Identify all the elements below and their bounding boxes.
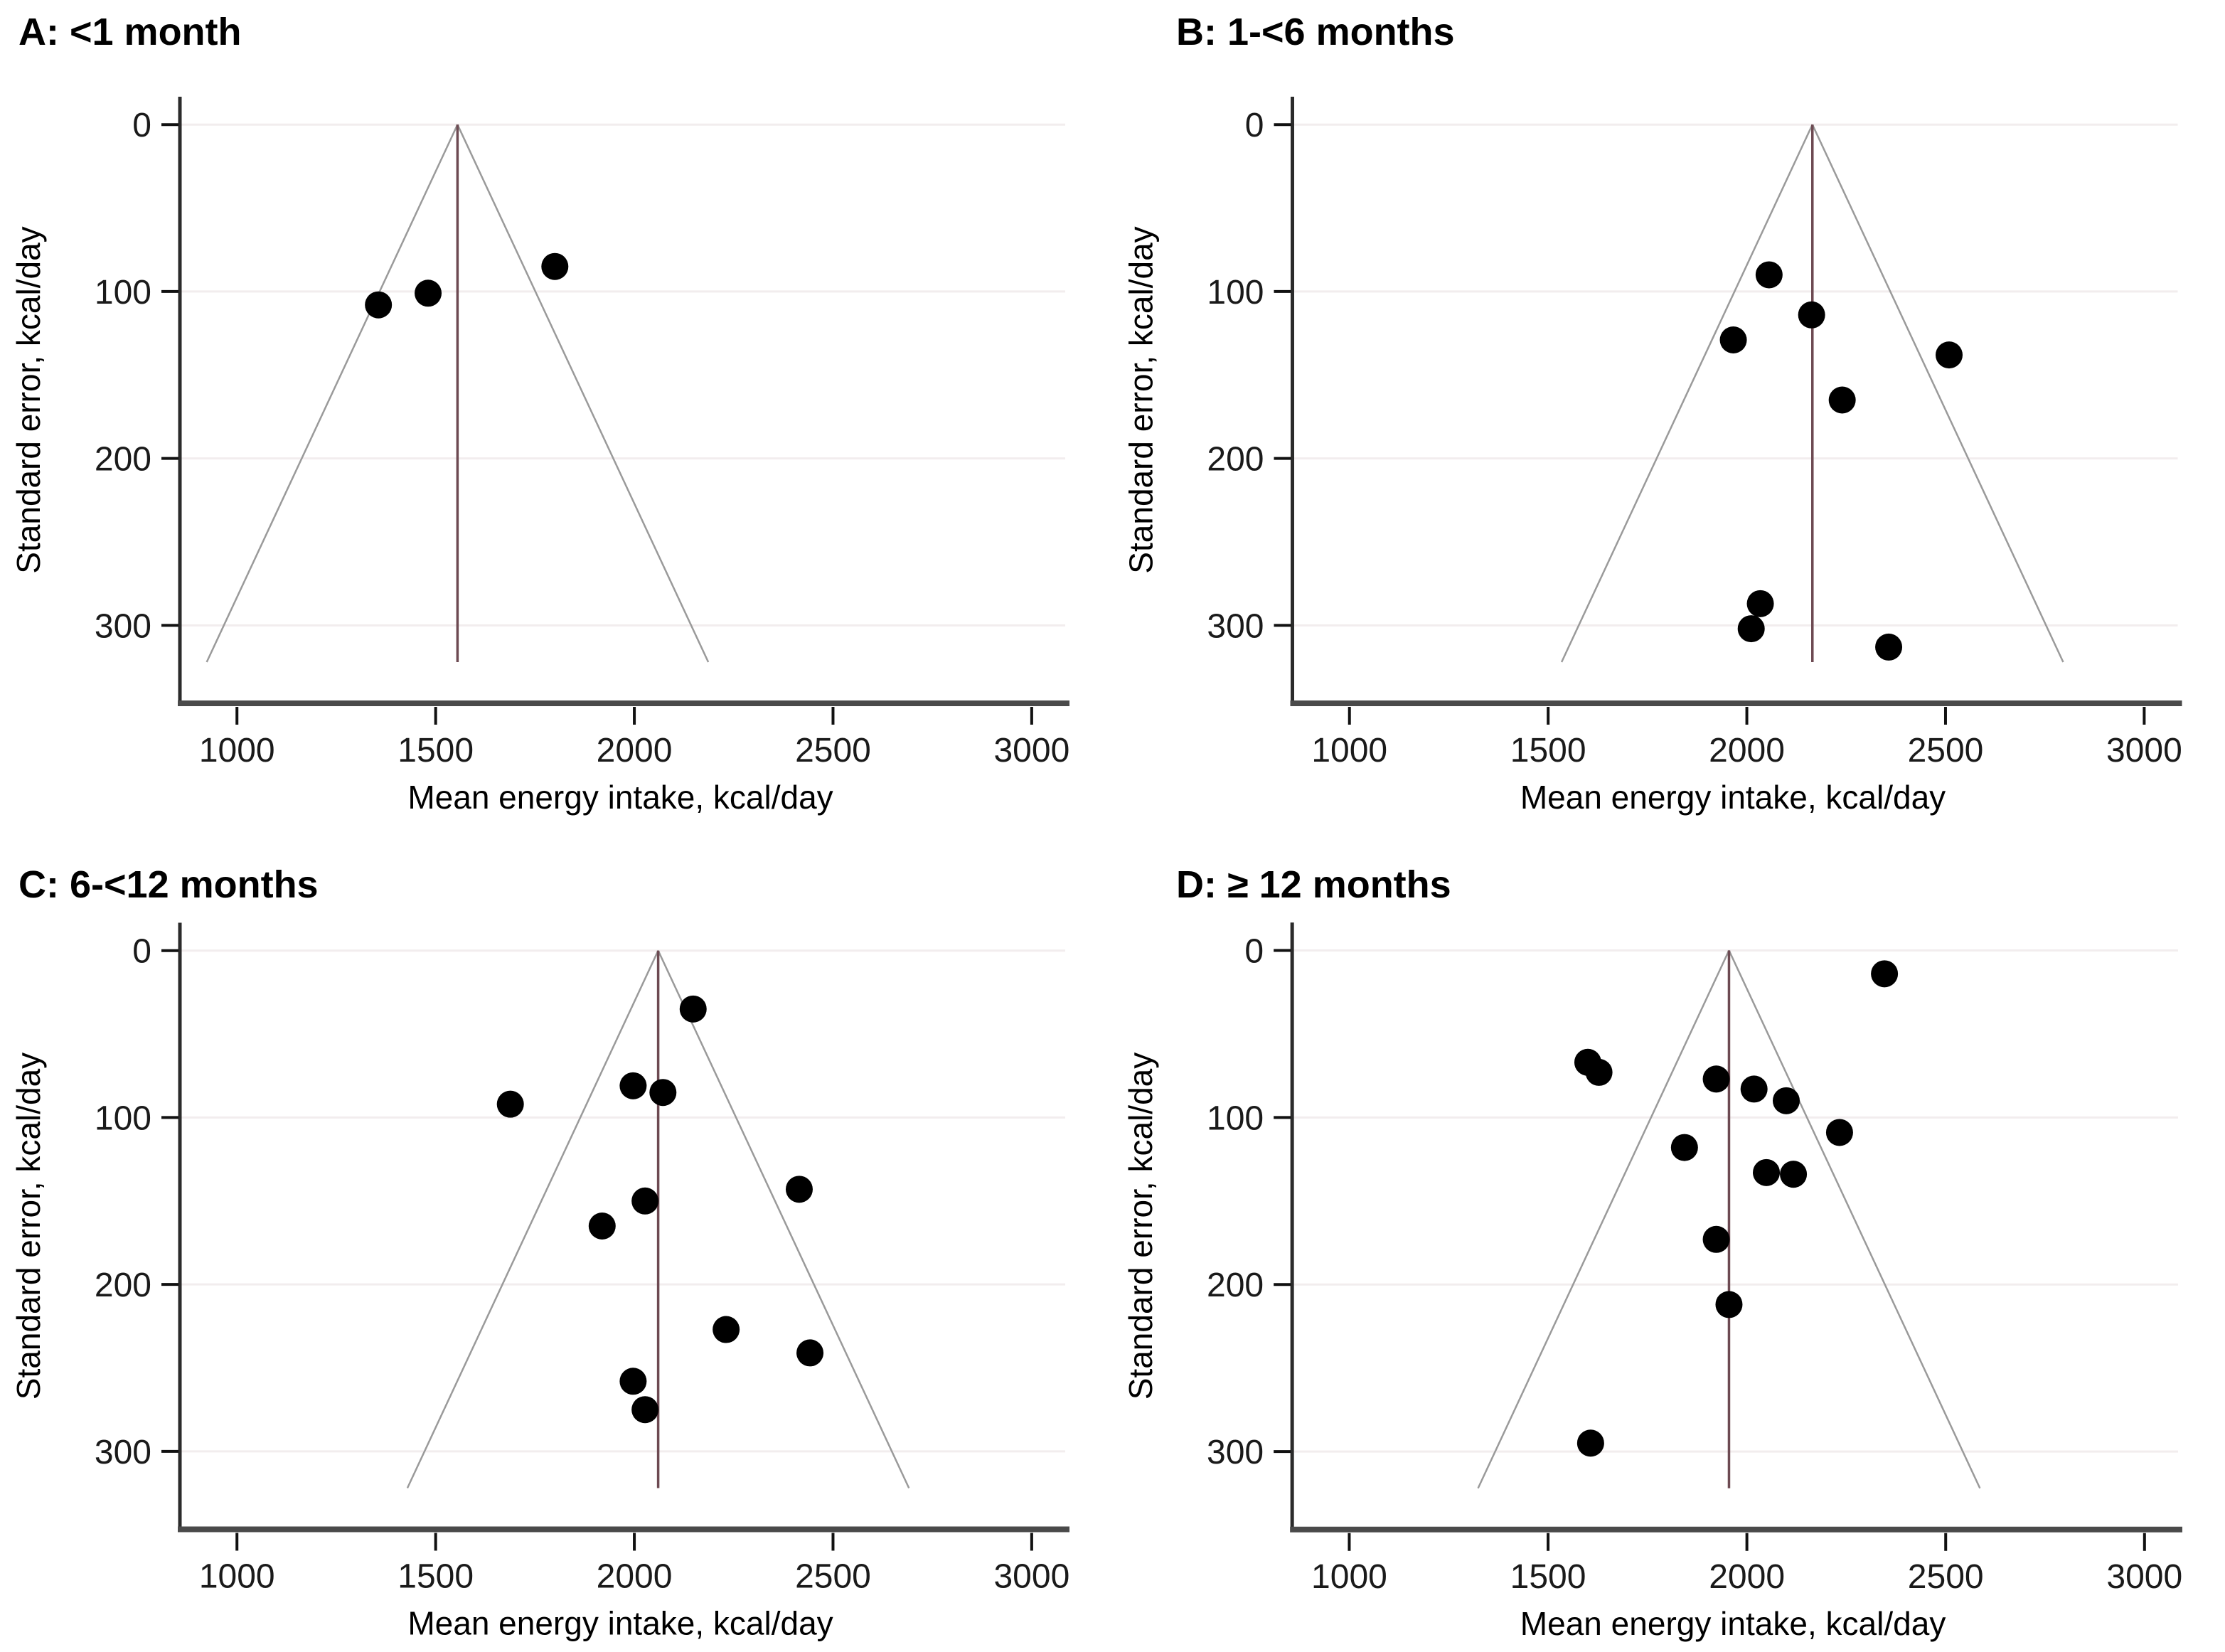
- x-axis-title: Mean energy intake, kcal/day: [407, 1605, 833, 1642]
- x-tick-label: 2000: [1709, 732, 1785, 769]
- x-axis-title: Mean energy intake, kcal/day: [1520, 1605, 1946, 1642]
- funnel-plot-d: 1000 1500 2000 2500 3000 0 100 200 300 Mean energ…: [1122, 922, 2182, 1642]
- funnel-left-line: [1560, 124, 1813, 663]
- data-point: [1585, 1058, 1613, 1086]
- data-point: [1828, 386, 1856, 414]
- data-point: [649, 1079, 677, 1107]
- data-point: [1576, 1429, 1604, 1457]
- y-tick-label: 200: [1207, 441, 1264, 479]
- x-tick-label: 1500: [397, 732, 474, 769]
- x-tick-label: 3000: [993, 732, 1069, 769]
- data-point: [1798, 301, 1825, 329]
- funnel-panel-b: B: 1-<6 months 1000 1500 2000 2500 3000 0 100 2…: [1112, 0, 2225, 826]
- y-tick-label: 0: [132, 933, 151, 971]
- data-point: [796, 1339, 824, 1367]
- data-point: [1871, 960, 1899, 988]
- data-point: [496, 1090, 524, 1118]
- y-tick-label: 300: [1207, 1434, 1264, 1471]
- x-tick-label: 2000: [597, 732, 673, 769]
- funnel-plot-a: 1000 1500 2000 2500 3000 0 100 200 300 Mean energ…: [10, 97, 1069, 816]
- y-tick-label: 100: [95, 1099, 151, 1137]
- funnel-panel-c: C: 6-<12 months 1000 1500 2000 2500 3000 0 100…: [0, 826, 1112, 1652]
- y-tick-label: 0: [132, 107, 151, 144]
- data-point: [1875, 633, 1903, 661]
- x-tick-label: 1000: [1311, 1558, 1387, 1596]
- x-tick-label: 2000: [597, 1558, 673, 1596]
- funnel-panel-d: D: ≥ 12 months 1000 1500 2000 2500 3000 0 100 2…: [1112, 826, 2225, 1652]
- data-point: [1715, 1291, 1743, 1318]
- y-axis-title: Standard error, kcal/day: [10, 1053, 47, 1400]
- x-tick-label: 3000: [993, 1558, 1069, 1596]
- data-point: [365, 291, 393, 319]
- x-tick-label: 3000: [2106, 732, 2182, 769]
- x-tick-label: 1500: [1510, 1558, 1586, 1596]
- data-point: [619, 1368, 647, 1395]
- y-tick-label: 0: [1245, 107, 1264, 144]
- data-point: [1772, 1087, 1800, 1114]
- x-tick-label: 1000: [199, 732, 275, 769]
- y-tick-label: 100: [1207, 1099, 1264, 1137]
- panel-a-title: A: <1 month: [18, 11, 242, 53]
- y-tick-label: 200: [1207, 1267, 1264, 1304]
- y-tick-label: 200: [95, 1267, 151, 1304]
- funnel-right-line: [657, 950, 910, 1489]
- x-tick-label: 2500: [1908, 1558, 1984, 1596]
- funnel-left-line: [406, 950, 659, 1489]
- funnel-panel-a: A: <1 month 1000 1500 2000 2500 3000 0 100 200 3…: [0, 0, 1112, 826]
- funnel-left-line: [206, 124, 459, 663]
- data-point: [1825, 1119, 1853, 1146]
- data-point: [1753, 1158, 1781, 1186]
- funnel-plot-b: 1000 1500 2000 2500 3000 0 100 200 300 Mean energ…: [1123, 97, 2182, 816]
- data-point: [1780, 1161, 1808, 1188]
- data-point: [588, 1213, 616, 1240]
- data-point: [1670, 1134, 1698, 1161]
- data-point: [1755, 261, 1783, 289]
- x-tick-label: 1000: [1311, 732, 1387, 769]
- funnel-right-line: [1728, 949, 1981, 1489]
- y-tick-label: 300: [95, 1434, 151, 1471]
- panel-c-title: C: 6-<12 months: [18, 863, 319, 906]
- data-point: [631, 1396, 659, 1424]
- y-axis-title: Standard error, kcal/day: [1122, 1053, 1159, 1400]
- x-tick-label: 2500: [795, 1558, 871, 1596]
- y-tick-label: 0: [1244, 932, 1264, 970]
- data-point: [1719, 326, 1747, 353]
- data-point: [1737, 615, 1765, 643]
- y-axis-title: Standard error, kcal/day: [1123, 226, 1160, 573]
- y-tick-label: 100: [95, 274, 151, 311]
- data-point: [785, 1176, 813, 1203]
- data-point: [679, 995, 707, 1023]
- x-tick-label: 1000: [199, 1558, 275, 1596]
- data-point: [713, 1316, 740, 1343]
- x-axis-title: Mean energy intake, kcal/day: [1520, 779, 1946, 816]
- data-point: [631, 1187, 659, 1215]
- data-point: [619, 1072, 647, 1099]
- panel-b-title: B: 1-<6 months: [1176, 11, 1455, 53]
- data-point: [1740, 1075, 1768, 1103]
- x-tick-label: 3000: [2106, 1558, 2182, 1596]
- data-point: [1702, 1225, 1730, 1253]
- x-tick-label: 2500: [795, 732, 871, 769]
- funnel-plot-c: 1000 1500 2000 2500 3000 0 100 200 300 Mean energ…: [10, 922, 1069, 1642]
- x-tick-label: 1500: [1510, 732, 1586, 769]
- data-point: [541, 252, 569, 280]
- data-point: [1702, 1065, 1730, 1093]
- funnel-left-line: [1477, 949, 1730, 1489]
- x-tick-label: 2500: [1908, 732, 1984, 769]
- y-tick-label: 100: [1207, 274, 1264, 311]
- data-point: [1936, 341, 1963, 369]
- funnel-right-line: [1811, 124, 2064, 663]
- y-axis-title: Standard error, kcal/day: [10, 226, 47, 573]
- x-tick-label: 2000: [1709, 1558, 1785, 1596]
- x-tick-label: 1500: [397, 1558, 474, 1596]
- panel-d-title: D: ≥ 12 months: [1176, 863, 1451, 906]
- y-tick-label: 300: [1207, 607, 1264, 645]
- y-tick-label: 200: [95, 441, 151, 479]
- data-point: [415, 279, 442, 307]
- data-point: [1746, 590, 1774, 617]
- funnel-right-line: [457, 124, 710, 663]
- y-tick-label: 300: [95, 607, 151, 645]
- x-axis-title: Mean energy intake, kcal/day: [407, 779, 833, 816]
